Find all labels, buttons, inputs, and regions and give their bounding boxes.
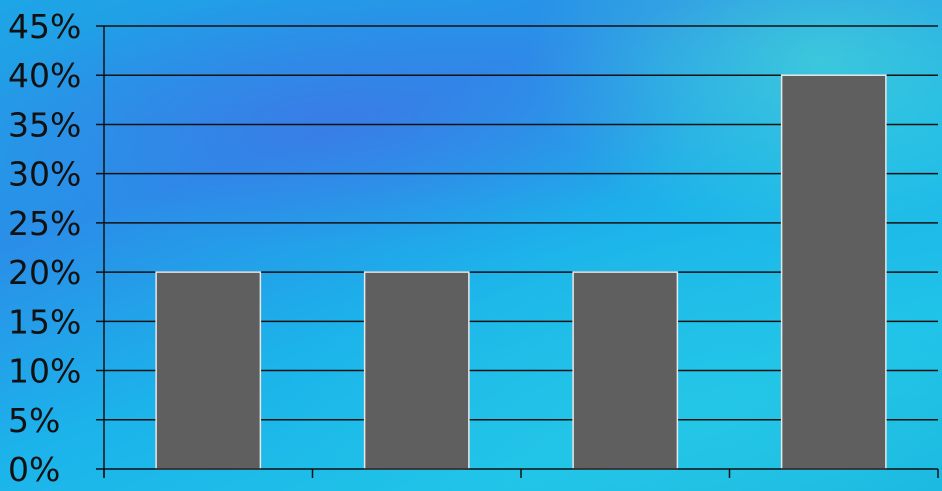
y-tick-label: 30% bbox=[8, 155, 81, 194]
y-tick-label: 35% bbox=[8, 105, 81, 144]
y-tick-label: 20% bbox=[8, 253, 81, 292]
y-tick-label: 5% bbox=[8, 401, 60, 440]
bars bbox=[155, 74, 887, 470]
bar bbox=[155, 271, 262, 470]
y-tick-label: 15% bbox=[8, 302, 81, 341]
bar bbox=[780, 74, 887, 470]
y-axis-tick-labels: 0% 5% 10% 15% 20% 25% 30% 35% 40% 45% bbox=[8, 7, 81, 489]
y-tick-label: 25% bbox=[8, 204, 81, 243]
y-tick-label: 40% bbox=[8, 56, 81, 95]
bar bbox=[572, 271, 679, 470]
axes bbox=[96, 26, 939, 478]
y-tick-label: 10% bbox=[8, 352, 81, 391]
bar bbox=[363, 271, 470, 470]
y-tick-label: 0% bbox=[8, 450, 60, 489]
y-tick-label: 45% bbox=[8, 7, 81, 46]
